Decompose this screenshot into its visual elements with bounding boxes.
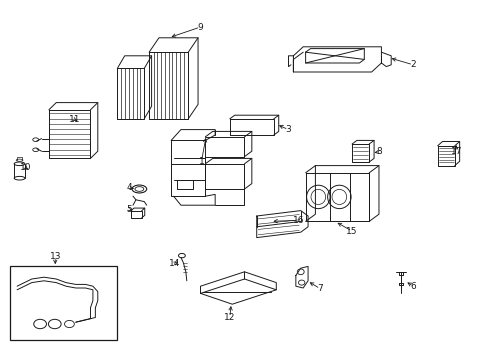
Text: 11: 11 bbox=[68, 115, 80, 124]
Text: 8: 8 bbox=[375, 148, 381, 156]
Text: 10: 10 bbox=[20, 163, 31, 172]
Text: 5: 5 bbox=[126, 205, 132, 214]
Text: 4: 4 bbox=[126, 184, 132, 192]
Text: 6: 6 bbox=[409, 282, 415, 291]
Text: 1: 1 bbox=[198, 157, 204, 166]
Text: 9: 9 bbox=[197, 22, 203, 31]
Text: 14: 14 bbox=[168, 259, 180, 268]
Text: 15: 15 bbox=[346, 227, 357, 236]
Text: 12: 12 bbox=[224, 313, 235, 322]
Bar bbox=[10, 266, 117, 340]
Text: 16: 16 bbox=[292, 216, 304, 225]
Text: 13: 13 bbox=[49, 252, 61, 261]
Text: 17: 17 bbox=[449, 148, 461, 156]
Text: 3: 3 bbox=[285, 125, 291, 134]
Text: 7: 7 bbox=[317, 284, 323, 293]
Text: 2: 2 bbox=[409, 60, 415, 69]
